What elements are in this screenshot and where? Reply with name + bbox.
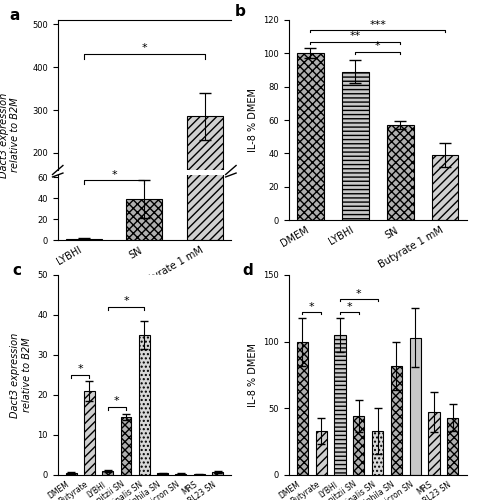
Bar — [186, 116, 223, 238]
Text: *: * — [374, 42, 380, 51]
Text: *: * — [123, 296, 129, 306]
Bar — [157, 474, 168, 475]
Bar — [315, 431, 326, 475]
Text: *: * — [346, 302, 351, 312]
Bar — [352, 416, 364, 475]
Bar — [334, 335, 345, 475]
Bar — [175, 474, 186, 475]
Bar — [296, 54, 323, 220]
Text: **: ** — [349, 32, 360, 42]
Bar — [390, 366, 401, 475]
Bar — [341, 72, 368, 220]
Text: *: * — [114, 396, 120, 406]
Text: *: * — [308, 302, 314, 312]
Bar — [186, 0, 223, 240]
Y-axis label: IL-8 % DMEM: IL-8 % DMEM — [247, 343, 257, 407]
Bar — [193, 474, 204, 475]
Bar — [126, 199, 162, 240]
Bar — [428, 412, 439, 475]
Bar — [446, 418, 457, 475]
Bar — [296, 342, 307, 475]
Text: *: * — [141, 44, 147, 54]
Y-axis label: IL-8 % DMEM: IL-8 % DMEM — [247, 88, 257, 152]
Bar — [139, 335, 149, 475]
Text: Dact3 expression
relative to B2M: Dact3 expression relative to B2M — [0, 92, 20, 178]
Text: *: * — [111, 170, 117, 179]
Bar — [408, 338, 420, 475]
Text: b: b — [235, 4, 246, 19]
Bar — [386, 125, 413, 220]
Text: *: * — [77, 364, 83, 374]
Bar — [126, 222, 162, 238]
Bar — [65, 239, 102, 240]
Text: d: d — [242, 263, 252, 278]
Text: ***: *** — [368, 20, 385, 30]
Bar — [431, 155, 457, 220]
Bar — [102, 471, 113, 475]
Bar — [84, 391, 95, 475]
Y-axis label: Dact3 expression
relative to B2M: Dact3 expression relative to B2M — [10, 332, 32, 418]
Bar — [212, 472, 223, 475]
Text: *: * — [355, 288, 361, 298]
Bar — [120, 417, 131, 475]
Bar — [65, 473, 76, 475]
Bar — [371, 431, 383, 475]
Text: a: a — [9, 8, 20, 23]
Text: c: c — [12, 263, 22, 278]
